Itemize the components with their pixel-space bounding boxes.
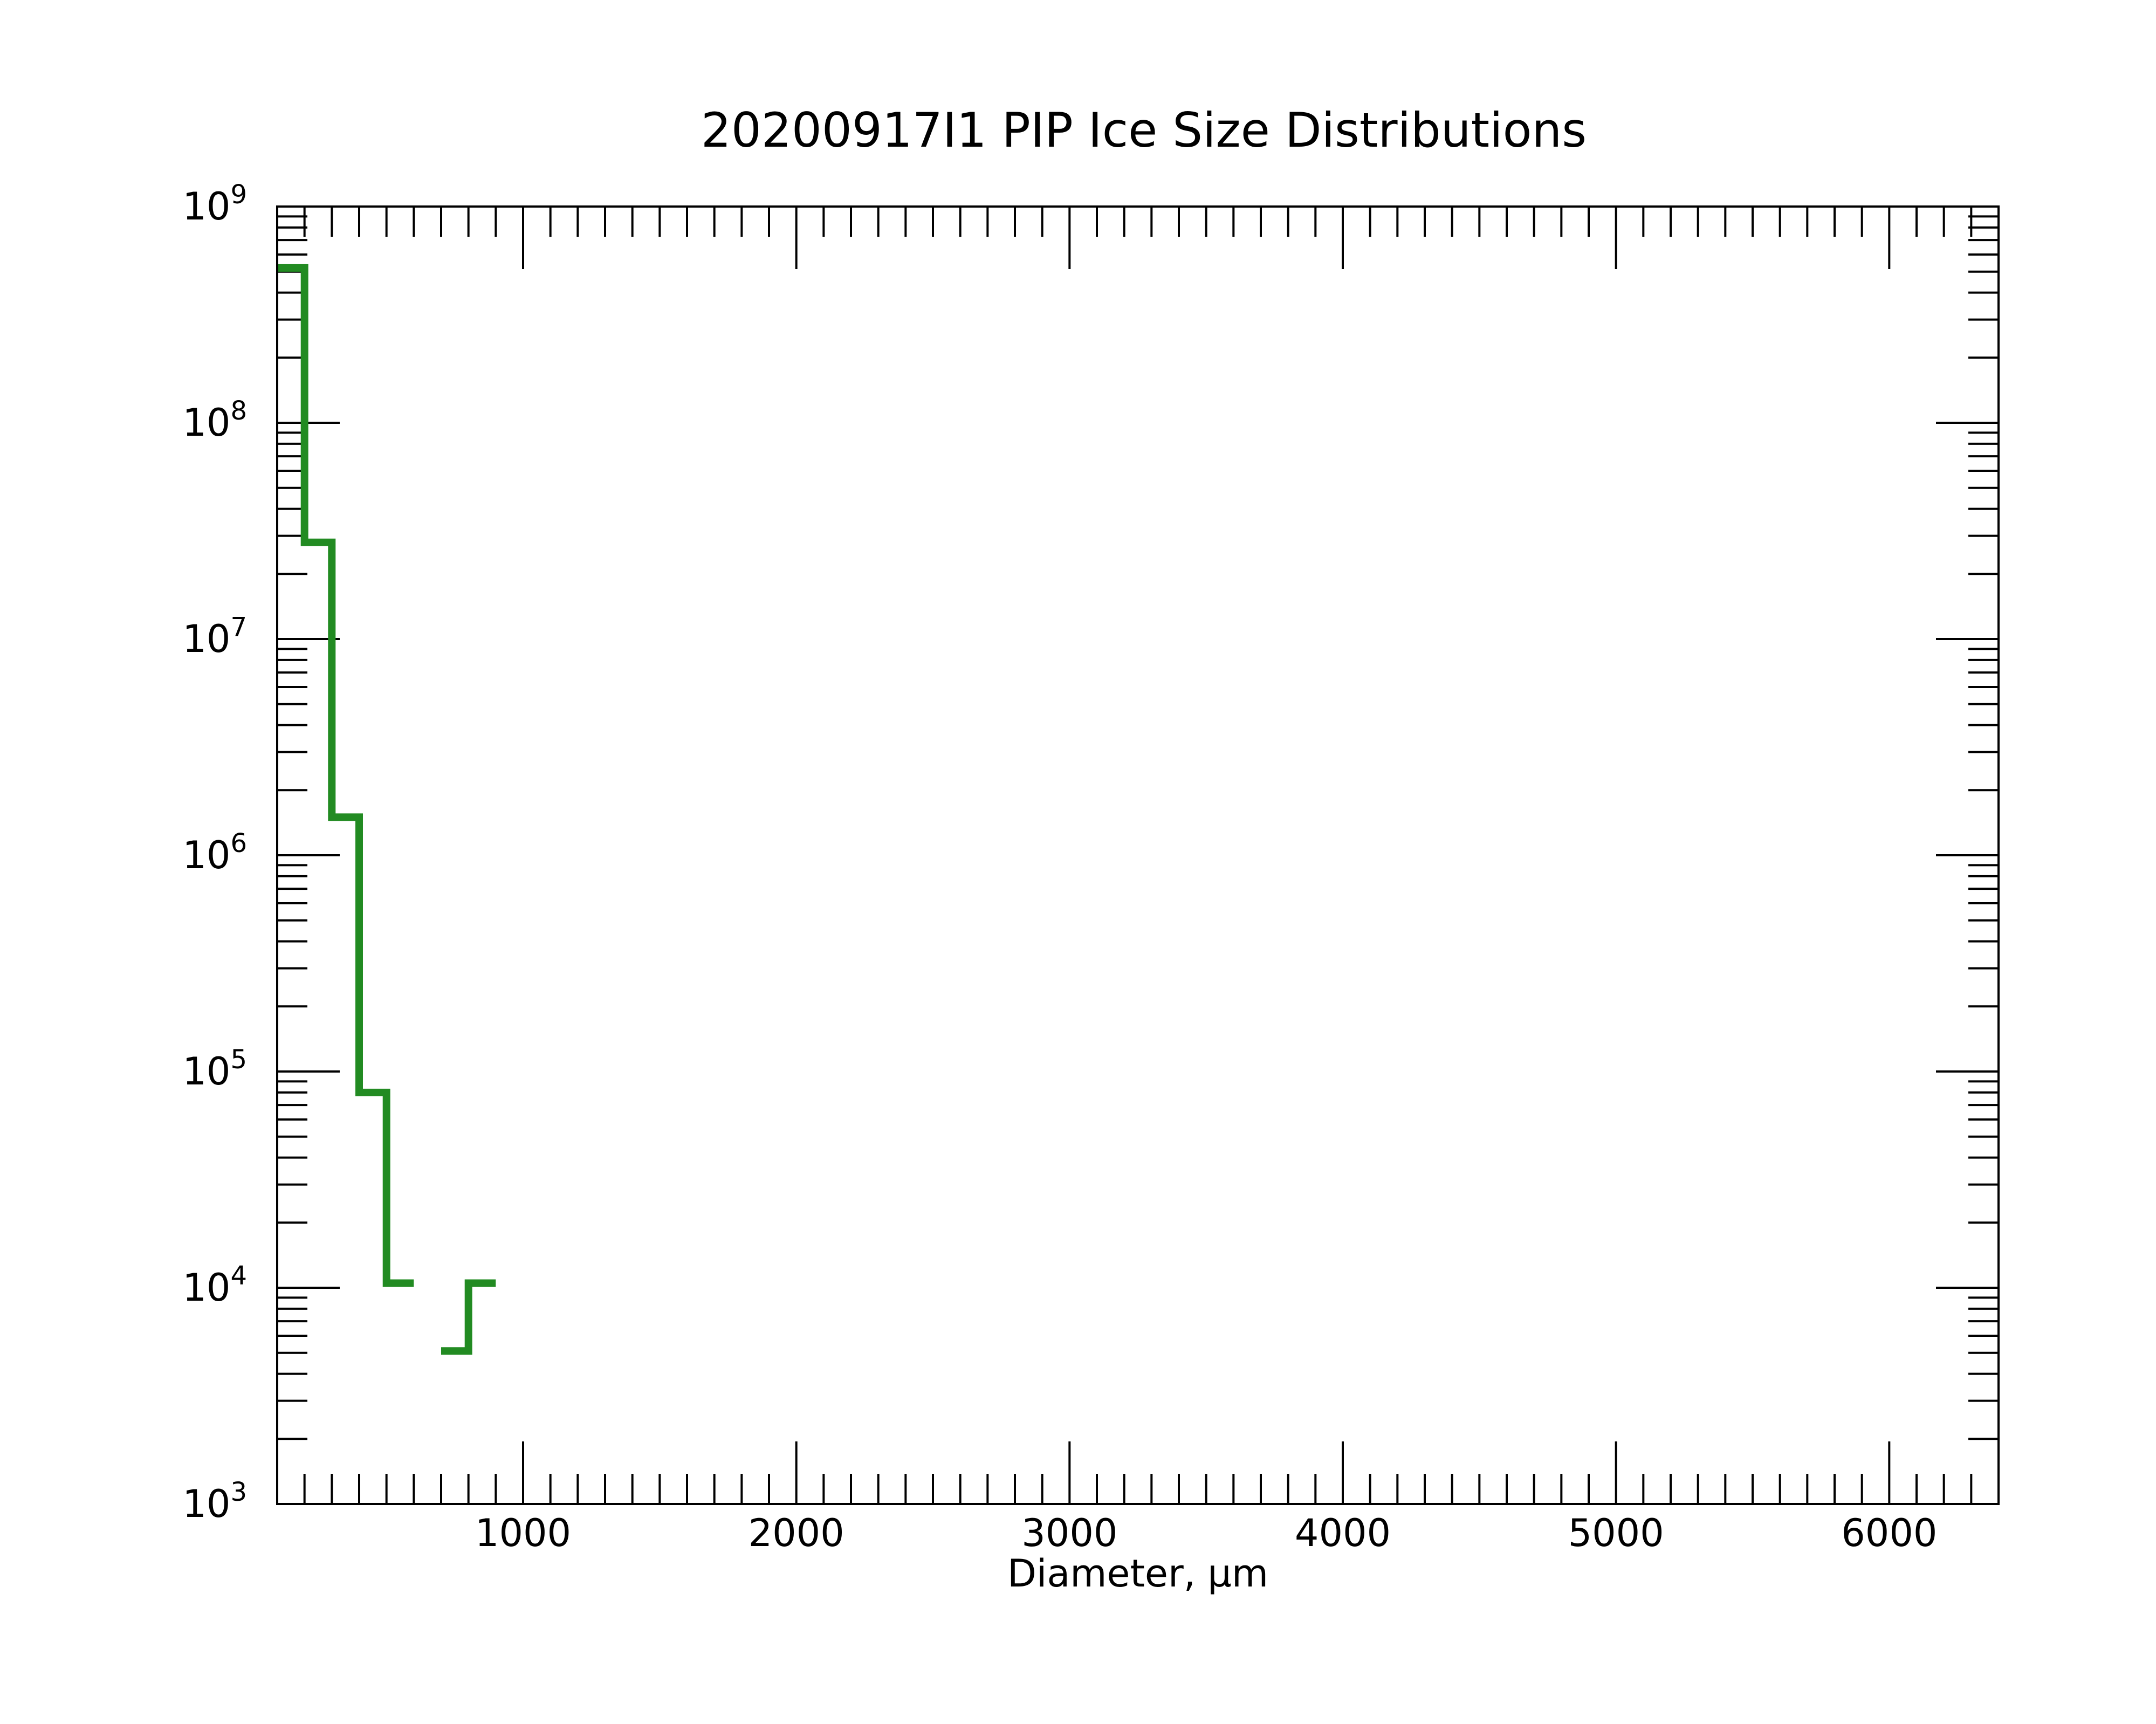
x-tick-label: 3000 <box>1021 1511 1117 1555</box>
y-tick-labels: 103 104 105 106 107 108 109 <box>182 180 247 1526</box>
x-tick-label: 2000 <box>749 1511 844 1555</box>
chart-title: 20200917I1 PIP Ice Size Distributions <box>701 102 1587 158</box>
x-axis-label: Diameter, µm <box>1007 1551 1268 1596</box>
y-tick-label: 105 <box>182 1045 247 1094</box>
series-layer <box>277 264 496 1355</box>
x-tick-labels: 1000 2000 3000 4000 5000 6000 <box>475 1511 1937 1555</box>
y-tick-label: 103 <box>182 1477 247 1526</box>
x-tick-label: 4000 <box>1295 1511 1391 1555</box>
plot-frame <box>276 205 2000 1505</box>
x-tick-label: 5000 <box>1568 1511 1664 1555</box>
y-tick-label: 108 <box>182 396 247 445</box>
minor-ticks <box>277 207 1999 1504</box>
y-tick-label: 106 <box>182 828 247 877</box>
series-step-line <box>441 1279 496 1355</box>
y-tick-label: 104 <box>182 1261 247 1310</box>
x-tick-label: 6000 <box>1841 1511 1937 1555</box>
y-tick-label: 107 <box>182 612 247 661</box>
series-step-line <box>277 264 414 1287</box>
y-tick-label: 109 <box>182 180 247 229</box>
x-tick-label: 1000 <box>475 1511 571 1555</box>
